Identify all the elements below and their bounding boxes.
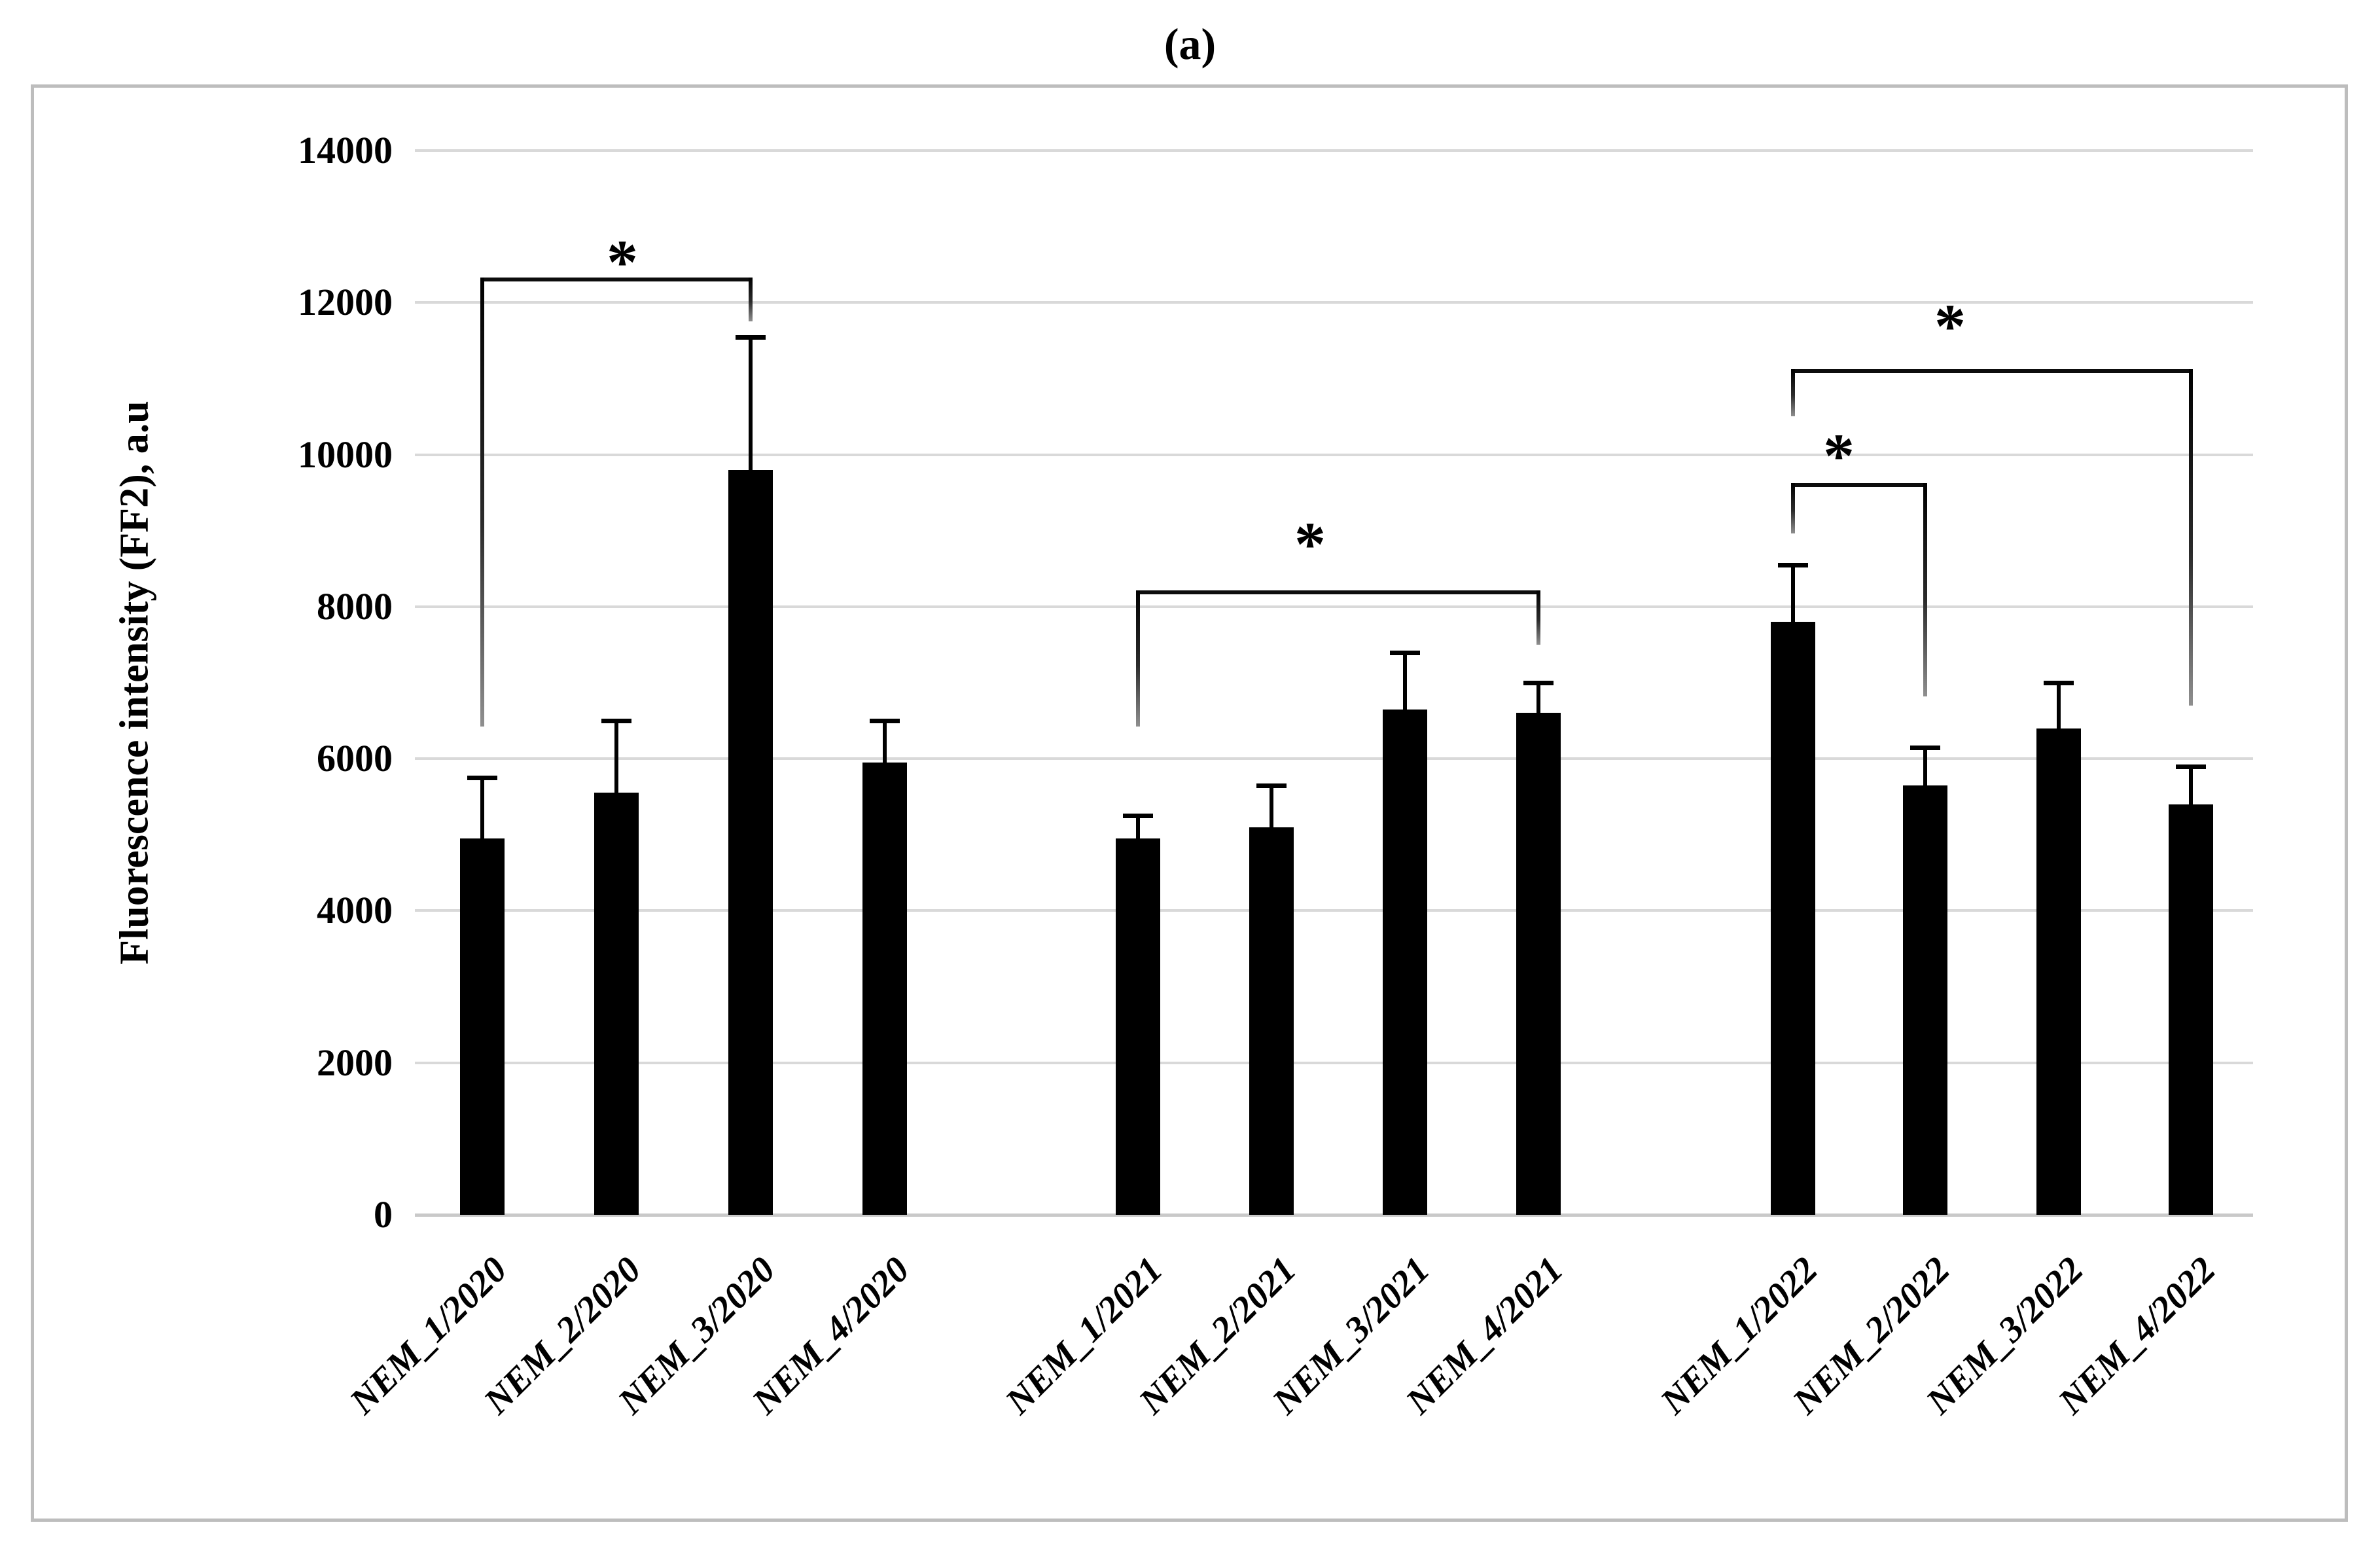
bar-NEM_2/2020 — [594, 793, 639, 1215]
error-bar-cap-NEM_4/2022 — [2176, 764, 2206, 769]
error-bar-cap-NEM_2/2020 — [601, 719, 631, 724]
bar-NEM_1/2021 — [1116, 838, 1160, 1215]
error-bar-cap-NEM_4/2021 — [1523, 681, 1554, 685]
bar-NEM_3/2022 — [2036, 728, 2081, 1215]
error-bar-NEM_2/2022 — [1923, 747, 1927, 796]
y-tick-label-0: 0 — [374, 1193, 393, 1236]
error-bar-cap-NEM_3/2022 — [2044, 681, 2074, 685]
significance-bracket-2 — [1136, 590, 1540, 594]
y-tick-label-12000: 12000 — [298, 281, 393, 324]
y-tick-label-14000: 14000 — [298, 129, 393, 171]
bar-NEM_4/2021 — [1516, 713, 1561, 1215]
error-bar-cap-NEM_4/2020 — [870, 719, 900, 724]
significance-bracket-2-right-drop — [1536, 590, 1540, 645]
y-tick-label-4000: 4000 — [317, 889, 393, 932]
error-bar-NEM_4/2022 — [2189, 766, 2193, 815]
error-bar-cap-NEM_1/2021 — [1123, 814, 1153, 819]
error-bar-NEM_1/2021 — [1136, 816, 1140, 850]
panel-title: (a) — [1163, 19, 1217, 69]
significance-bracket-1-right-drop — [749, 278, 753, 322]
significance-bracket-2-left-drop — [1136, 590, 1140, 727]
gridline-2000 — [415, 1061, 2253, 1064]
bar-NEM_4/2020 — [862, 762, 907, 1215]
error-bar-NEM_3/2022 — [2057, 683, 2061, 739]
significance-bracket-1-left-drop — [480, 278, 484, 727]
error-bar-cap-NEM_1/2022 — [1778, 562, 1808, 567]
error-bar-cap-NEM_3/2020 — [736, 334, 766, 340]
significance-bracket-3-right-drop — [1923, 483, 1927, 696]
error-bar-NEM_1/2022 — [1791, 564, 1795, 633]
x-axis-line — [415, 1213, 2253, 1217]
significance-star-4: * — [1934, 291, 1966, 362]
error-bar-NEM_2/2021 — [1270, 785, 1273, 838]
y-tick-label-8000: 8000 — [317, 584, 393, 628]
gridline-10000 — [415, 453, 2253, 456]
error-bar-NEM_4/2021 — [1536, 683, 1540, 724]
bar-NEM_3/2020 — [728, 469, 773, 1215]
significance-star-2: * — [1294, 509, 1326, 579]
error-bar-cap-NEM_3/2021 — [1390, 650, 1420, 655]
bar-NEM_1/2020 — [460, 838, 505, 1215]
gridline-14000 — [415, 149, 2253, 152]
bar-NEM_4/2022 — [2169, 804, 2213, 1215]
bar-NEM_3/2021 — [1383, 709, 1427, 1215]
bar-NEM_1/2022 — [1771, 622, 1815, 1215]
significance-bracket-4 — [1791, 369, 2193, 373]
error-bar-NEM_1/2020 — [480, 778, 484, 850]
gridline-12000 — [415, 301, 2253, 304]
error-bar-cap-NEM_2/2022 — [1910, 745, 1940, 750]
gridline-6000 — [415, 757, 2253, 761]
error-bar-cap-NEM_2/2021 — [1256, 783, 1287, 788]
error-bar-NEM_3/2020 — [749, 336, 753, 480]
y-tick-label-2000: 2000 — [317, 1041, 393, 1084]
gridline-8000 — [415, 605, 2253, 608]
error-bar-NEM_3/2021 — [1403, 652, 1407, 720]
bar-NEM_2/2021 — [1249, 827, 1294, 1215]
significance-bracket-3 — [1791, 483, 1927, 488]
significance-bracket-1 — [480, 278, 753, 282]
significance-bracket-4-right-drop — [2189, 369, 2193, 706]
significance-bracket-4-left-drop — [1791, 369, 1795, 417]
y-tick-label-10000: 10000 — [298, 433, 393, 476]
significance-bracket-3-left-drop — [1791, 483, 1795, 534]
gridline-4000 — [415, 909, 2253, 912]
bar-NEM_2/2022 — [1903, 785, 1947, 1215]
y-tick-label-6000: 6000 — [317, 737, 393, 780]
significance-star-1: * — [607, 226, 638, 297]
significance-star-3: * — [1823, 420, 1855, 491]
error-bar-NEM_4/2020 — [883, 721, 887, 773]
error-bar-cap-NEM_1/2020 — [467, 776, 497, 781]
figure-border — [31, 84, 2348, 1522]
error-bar-NEM_2/2020 — [614, 721, 618, 804]
